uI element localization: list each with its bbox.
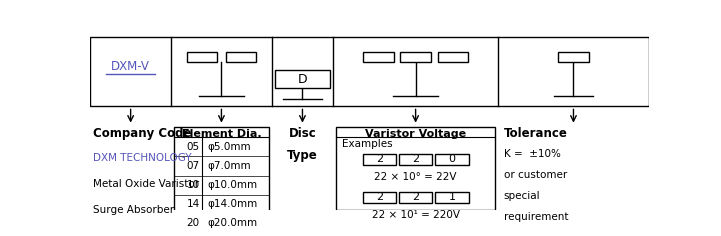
Text: Surge Absorber: Surge Absorber xyxy=(93,206,174,215)
Text: requirement: requirement xyxy=(503,212,568,222)
Text: 2: 2 xyxy=(376,154,383,164)
Text: Company Code: Company Code xyxy=(93,127,191,140)
Text: Tolerance: Tolerance xyxy=(503,127,567,140)
Text: special: special xyxy=(503,191,540,201)
Text: 07: 07 xyxy=(187,161,200,171)
Text: D: D xyxy=(298,73,307,86)
Text: Type: Type xyxy=(287,149,318,162)
Text: Disc: Disc xyxy=(288,127,317,140)
Text: K =  ±10%: K = ±10% xyxy=(503,149,560,159)
Bar xyxy=(399,192,433,203)
Bar xyxy=(558,52,589,62)
Text: 2: 2 xyxy=(412,154,419,164)
Bar xyxy=(226,52,257,62)
Text: 05: 05 xyxy=(187,142,200,152)
Text: φ10.0mm: φ10.0mm xyxy=(207,180,257,190)
Text: Examples: Examples xyxy=(342,139,392,149)
Bar xyxy=(363,154,396,165)
Bar xyxy=(400,52,431,62)
Text: Element Dia.: Element Dia. xyxy=(182,129,261,139)
Text: 0: 0 xyxy=(448,154,456,164)
Text: φ14.0mm: φ14.0mm xyxy=(207,199,257,209)
Bar xyxy=(187,52,217,62)
Text: 2: 2 xyxy=(412,192,419,202)
Bar xyxy=(438,52,469,62)
Text: φ7.0mm: φ7.0mm xyxy=(207,161,250,171)
Text: 20: 20 xyxy=(187,218,200,228)
Bar xyxy=(399,154,433,165)
Bar xyxy=(435,154,469,165)
Bar xyxy=(174,127,269,233)
Text: DXM TECHNOLOGY: DXM TECHNOLOGY xyxy=(93,153,192,163)
Text: φ5.0mm: φ5.0mm xyxy=(207,142,250,152)
Text: 10: 10 xyxy=(187,180,200,190)
Bar xyxy=(363,52,394,62)
Text: or customer: or customer xyxy=(503,170,567,180)
Text: Metal Oxide Varistor: Metal Oxide Varistor xyxy=(93,179,199,189)
Text: 2: 2 xyxy=(376,192,383,202)
Bar xyxy=(275,70,330,88)
Text: DXM-V: DXM-V xyxy=(111,60,150,73)
Text: 1: 1 xyxy=(448,192,456,202)
Text: 22 × 10° = 22V: 22 × 10° = 22V xyxy=(374,172,457,182)
Text: 22 × 10¹ = 220V: 22 × 10¹ = 220V xyxy=(371,210,459,220)
Text: φ20.0mm: φ20.0mm xyxy=(207,218,257,228)
Bar xyxy=(363,192,396,203)
Text: 14: 14 xyxy=(187,199,200,209)
Bar xyxy=(90,37,649,106)
Bar xyxy=(336,127,495,210)
Bar xyxy=(435,192,469,203)
Text: Varistor Voltage: Varistor Voltage xyxy=(365,129,466,139)
